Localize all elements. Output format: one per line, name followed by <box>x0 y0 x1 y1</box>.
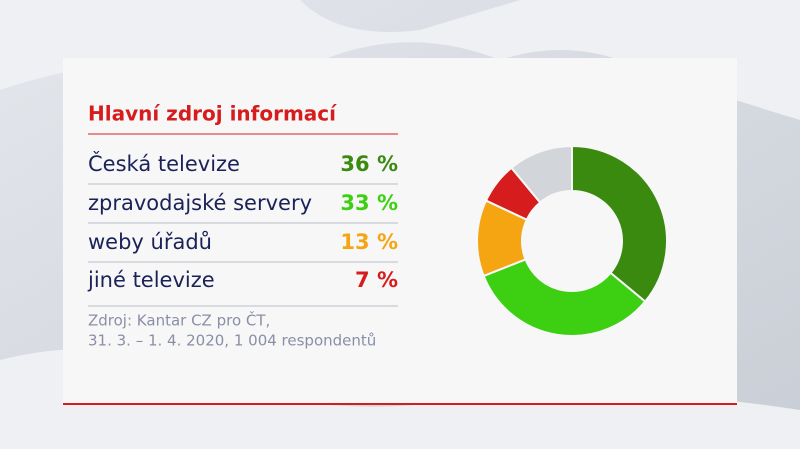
source-note: 31. 3. – 1. 4. 2020, 1 004 respondentů <box>88 332 376 350</box>
donut-slice <box>571 144 668 303</box>
value-label: 36 % <box>340 152 398 176</box>
legend-label: Česká televize <box>88 151 240 176</box>
donut-slice <box>510 144 573 204</box>
card-underline <box>63 403 737 405</box>
value-label: 13 % <box>340 230 398 254</box>
value-label: 7 % <box>355 268 398 292</box>
value-label: 33 % <box>340 191 398 215</box>
legend-label: jiné televize <box>87 268 215 292</box>
legend-label: weby úřadů <box>88 230 212 254</box>
map-land <box>0 0 800 120</box>
donut-slice <box>482 258 647 337</box>
legend-label: zpravodajské servery <box>88 191 312 215</box>
title: Hlavní zdroj informací <box>88 102 337 126</box>
source-note: Zdroj: Kantar CZ pro ČT, <box>88 311 270 330</box>
